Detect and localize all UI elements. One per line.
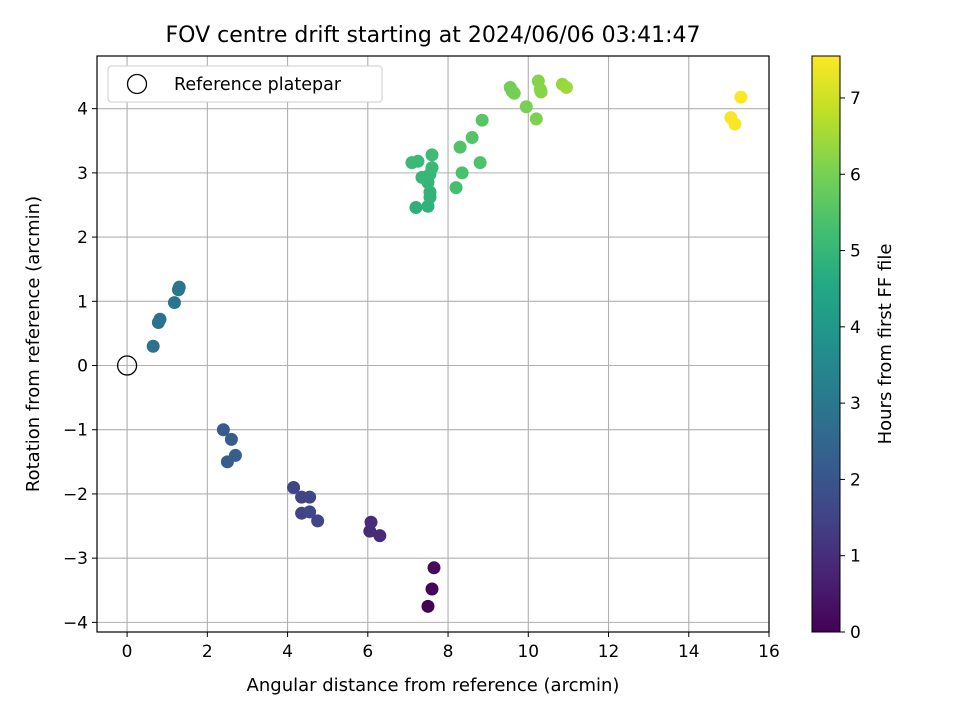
data-point — [423, 185, 437, 199]
data-point — [425, 582, 439, 596]
data-point — [216, 423, 230, 437]
data-point — [409, 201, 423, 215]
x-tick-label: 6 — [362, 642, 373, 662]
data-point — [529, 112, 543, 126]
x-tick-label: 14 — [678, 642, 700, 662]
data-point — [475, 113, 489, 127]
data-point — [559, 80, 573, 94]
data-point — [224, 432, 238, 446]
data-point — [411, 154, 425, 168]
data-point — [287, 481, 301, 495]
data-point — [421, 599, 435, 613]
colorbar-tick-label: 5 — [850, 242, 861, 262]
data-point — [153, 312, 167, 326]
data-point — [425, 148, 439, 162]
colorbar-tick-label: 1 — [850, 547, 861, 567]
y-tick-label: 2 — [77, 228, 88, 248]
data-point — [172, 280, 186, 294]
chart-title: FOV centre drift starting at 2024/06/06 … — [166, 23, 701, 48]
y-tick-label: −1 — [63, 421, 88, 441]
data-point — [449, 181, 463, 195]
legend-marker-reference — [126, 73, 148, 95]
x-tick-label: 12 — [598, 642, 620, 662]
plot-frame — [96, 55, 770, 633]
data-point — [534, 85, 548, 99]
y-tick-label: −2 — [63, 485, 88, 505]
data-point — [728, 117, 742, 131]
legend-box — [107, 65, 383, 103]
y-tick-label: 1 — [77, 292, 88, 312]
colorbar-tick-label: 2 — [850, 470, 861, 490]
legend: Reference platepar — [107, 65, 383, 103]
colorbar-tick-label: 3 — [850, 394, 861, 414]
data-point — [519, 100, 533, 114]
data-point — [455, 166, 469, 180]
colorbar-label: Hours from first FF file — [875, 244, 896, 445]
x-tick-label: 8 — [443, 642, 454, 662]
x-tick-label: 4 — [282, 642, 293, 662]
data-point — [303, 490, 317, 504]
x-axis-label: Angular distance from reference (arcmin) — [247, 675, 620, 696]
data-point — [734, 90, 748, 104]
x-tick-label: 10 — [517, 642, 539, 662]
data-point — [364, 515, 378, 529]
data-point — [303, 505, 317, 519]
y-tick-label: −3 — [63, 549, 88, 569]
y-tick-label: 4 — [77, 100, 88, 120]
legend-label-reference: Reference platepar — [174, 75, 342, 95]
data-point — [373, 529, 387, 543]
colorbar-tick-label: 4 — [850, 318, 861, 338]
data-point — [228, 448, 242, 462]
x-tick-label: 2 — [202, 642, 213, 662]
data-point — [453, 140, 467, 154]
colorbar-tick-label: 0 — [850, 623, 861, 643]
data-point — [311, 514, 325, 528]
reference-point — [116, 355, 138, 376]
colorbar-tick-label: 7 — [850, 89, 861, 109]
colorbar-ticks: 0 1 2 3 4 5 6 7 — [840, 89, 861, 643]
y-axis-label: Rotation from reference (arcmin) — [23, 196, 44, 492]
y-tick-label: −4 — [63, 613, 88, 633]
y-tick-label: 0 — [77, 357, 88, 377]
colorbar-tick-label: 6 — [850, 165, 861, 185]
data-point — [167, 296, 181, 310]
y-tick-label: 3 — [77, 164, 88, 184]
data-point — [427, 561, 441, 575]
data-point — [146, 339, 160, 353]
x-tick-label: 0 — [122, 642, 133, 662]
data-point — [507, 86, 521, 100]
data-point — [425, 161, 439, 175]
data-point — [465, 131, 479, 145]
x-tick-label: 16 — [758, 642, 780, 662]
colorbar — [811, 55, 841, 633]
data-point — [473, 156, 487, 170]
